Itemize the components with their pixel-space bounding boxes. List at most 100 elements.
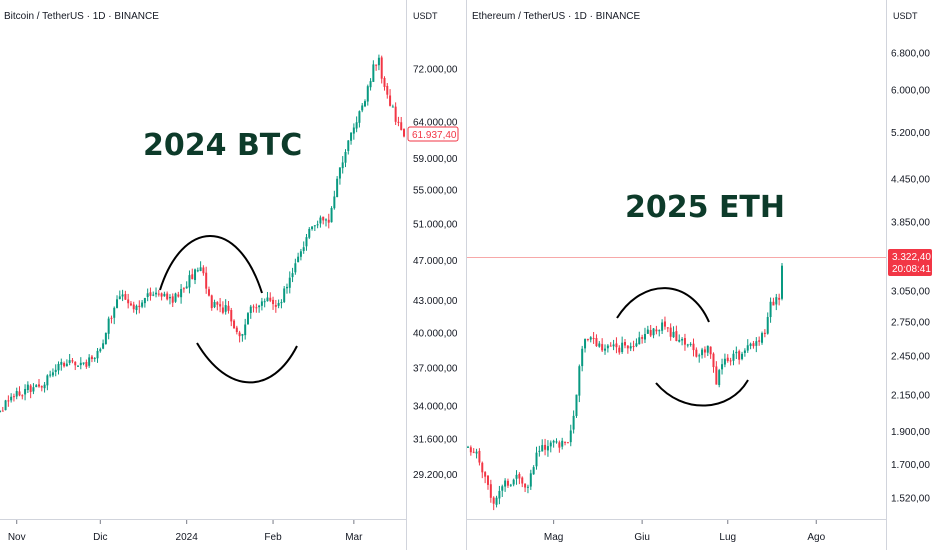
btc-price-tick-label: 55.000,00 bbox=[413, 185, 458, 196]
btc-candle-body bbox=[305, 237, 308, 247]
btc-candle-body bbox=[280, 302, 283, 304]
eth-price-tick-label: 6.800,00 bbox=[891, 49, 930, 60]
btc-candle-body bbox=[210, 295, 213, 309]
eth-candle-body bbox=[669, 327, 672, 337]
eth-candle-body bbox=[509, 484, 512, 486]
eth-candle-body bbox=[564, 441, 567, 443]
eth-candle-body bbox=[541, 445, 544, 452]
btc-candle-body bbox=[182, 288, 185, 290]
btc-candle-body bbox=[372, 64, 375, 82]
eth-candle-body bbox=[558, 442, 561, 448]
eth-candle-body bbox=[663, 321, 666, 327]
btc-time-tick-label: Nov bbox=[8, 532, 26, 543]
btc-candle-body bbox=[194, 269, 197, 281]
eth-candle-body bbox=[715, 366, 718, 385]
eth-candle-body bbox=[506, 480, 509, 486]
btc-candle-body bbox=[160, 293, 163, 297]
btc-candle-body bbox=[219, 304, 222, 307]
btc-price-tick-label: 47.000,00 bbox=[413, 256, 458, 267]
eth-candle-body bbox=[595, 338, 598, 347]
eth-time-axis[interactable]: Mag Giu Lug Ago bbox=[544, 520, 826, 543]
btc-time-tick-label: Dic bbox=[93, 532, 107, 543]
eth-price-axis[interactable]: 6.800,00 6.000,00 5.200,00 4.450,00 3.850,00… bbox=[891, 49, 930, 505]
eth-candle-body bbox=[626, 345, 629, 349]
btc-candle-body bbox=[63, 363, 66, 367]
btc-candle-body bbox=[35, 385, 38, 388]
eth-candle-body bbox=[492, 497, 495, 504]
eth-candle-body bbox=[552, 440, 555, 443]
eth-currency-label[interactable]: USDT bbox=[893, 11, 918, 21]
btc-candle-body bbox=[93, 357, 96, 359]
btc-candle-body bbox=[171, 296, 174, 303]
eth-candle-body bbox=[652, 328, 655, 336]
btc-price-axis[interactable]: 72.000,00 64.000,00 59.000,00 55.000,00 51.0… bbox=[413, 64, 458, 481]
eth-price-tick-label: 1.700,00 bbox=[891, 460, 930, 471]
eth-pattern-arcs bbox=[616, 287, 749, 407]
btc-candle-body bbox=[152, 294, 155, 296]
eth-price-tick-label: 2.150,00 bbox=[891, 390, 930, 401]
eth-candle-body bbox=[718, 370, 721, 386]
eth-candle-body bbox=[641, 337, 644, 339]
btc-candle-body bbox=[308, 228, 311, 238]
btc-candle-body bbox=[266, 297, 269, 302]
eth-price-tag-countdown: 20:08:41 bbox=[892, 264, 931, 275]
eth-price-tick-label: 1.520,00 bbox=[891, 493, 930, 504]
eth-candle-body bbox=[743, 350, 746, 353]
eth-candle-body bbox=[732, 353, 735, 361]
btc-candle-body bbox=[341, 162, 344, 169]
eth-candle-body bbox=[729, 360, 732, 362]
eth-candle-body bbox=[629, 346, 632, 349]
eth-price-tick-label: 5.200,00 bbox=[891, 128, 930, 139]
eth-candle-body bbox=[749, 343, 752, 346]
eth-symbol-header[interactable]: Ethereum / TetherUS · 1D · BINANCE bbox=[472, 11, 641, 22]
btc-candle-body bbox=[24, 389, 27, 395]
btc-symbol-header[interactable]: Bitcoin / TetherUS · 1D · BINANCE bbox=[4, 11, 159, 22]
btc-candle-body bbox=[386, 85, 389, 95]
eth-candle-body bbox=[761, 333, 764, 343]
btc-lower-arc bbox=[196, 342, 298, 384]
btc-candle-body bbox=[316, 224, 319, 226]
btc-candle-body bbox=[277, 303, 280, 306]
btc-candle-body bbox=[221, 307, 224, 313]
btc-time-axis[interactable]: Nov Dic 2024 Feb Mar bbox=[8, 520, 363, 543]
btc-candle-body bbox=[113, 307, 116, 318]
eth-candle-body bbox=[561, 440, 564, 447]
eth-candle-body bbox=[721, 364, 724, 370]
btc-price-tick-label: 34.000,00 bbox=[413, 402, 458, 413]
btc-candle-body bbox=[363, 101, 366, 107]
btc-candle-body bbox=[138, 305, 141, 308]
btc-candle-body bbox=[361, 105, 364, 111]
btc-candle-body bbox=[29, 385, 32, 392]
btc-candle-body bbox=[188, 275, 191, 288]
btc-candle-body bbox=[394, 106, 397, 122]
btc-candle-body bbox=[12, 396, 15, 398]
eth-candle-body bbox=[475, 451, 478, 454]
btc-candle-body bbox=[51, 372, 54, 376]
btc-price-tick-label: 59.000,00 bbox=[413, 154, 458, 165]
btc-candle-body bbox=[227, 305, 230, 311]
btc-candle-body bbox=[174, 293, 177, 302]
eth-candle-body bbox=[632, 346, 635, 348]
eth-price-tick-label: 3.850,00 bbox=[891, 217, 930, 228]
btc-price-tag-box bbox=[407, 126, 459, 142]
btc-candle-body bbox=[347, 140, 350, 151]
btc-candle-body bbox=[302, 247, 305, 251]
eth-candle-body bbox=[738, 351, 741, 360]
eth-candle-body bbox=[589, 337, 592, 340]
btc-candle-body bbox=[288, 277, 291, 288]
eth-candle-body bbox=[529, 473, 532, 487]
btc-candle-body bbox=[124, 294, 127, 300]
btc-currency-label[interactable]: USDT bbox=[413, 11, 438, 21]
btc-candles bbox=[0, 54, 405, 413]
btc-candle-body bbox=[207, 289, 210, 296]
eth-candle-body bbox=[741, 353, 744, 360]
eth-candle-body bbox=[498, 490, 501, 499]
btc-candle-body bbox=[15, 391, 18, 397]
btc-candle-body bbox=[230, 310, 233, 322]
btc-candle-body bbox=[82, 362, 85, 364]
btc-candle-body bbox=[60, 361, 63, 365]
btc-candle-body bbox=[127, 299, 130, 304]
eth-candle-body bbox=[775, 297, 778, 305]
eth-candle-body bbox=[706, 345, 709, 353]
btc-candle-body bbox=[157, 293, 160, 295]
